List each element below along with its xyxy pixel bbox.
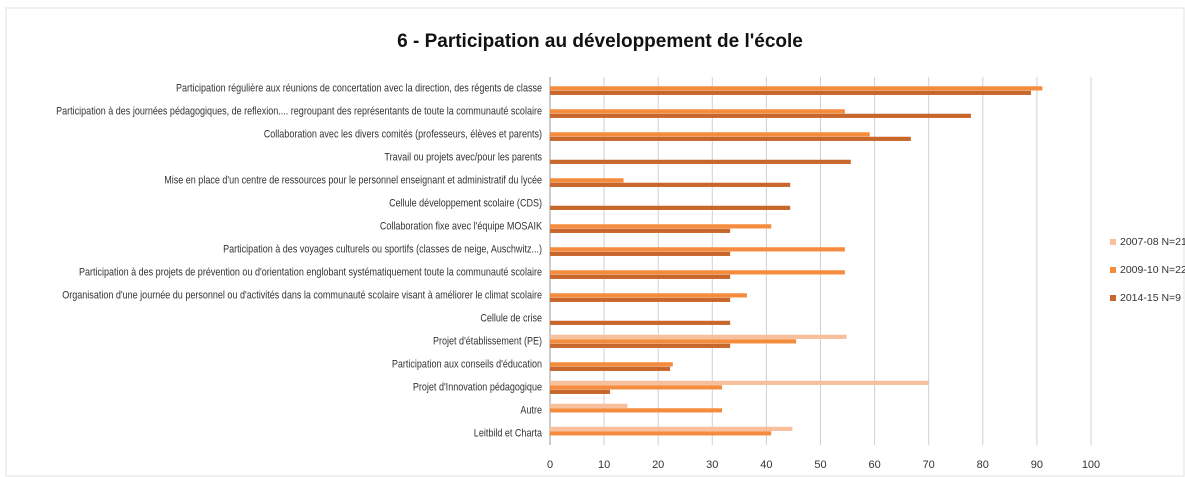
bar bbox=[550, 113, 971, 118]
bar bbox=[550, 426, 793, 431]
legend-swatch bbox=[1110, 295, 1116, 301]
bar bbox=[550, 136, 911, 141]
bar bbox=[550, 366, 671, 371]
y-tick-label: Participation régulière aux réunions de … bbox=[176, 82, 542, 94]
x-tick-label: 30 bbox=[706, 459, 718, 471]
bar bbox=[550, 90, 1031, 95]
x-tick-label: 70 bbox=[923, 459, 935, 471]
y-tick-label: Leitbild et Charta bbox=[474, 427, 543, 439]
bar bbox=[550, 362, 673, 367]
chart-title: 6 - Participation au développement de l'… bbox=[397, 31, 803, 52]
legend-swatch bbox=[1110, 267, 1116, 273]
legend-swatch bbox=[1110, 239, 1116, 245]
y-tick-label: Collaboration avec les divers comités (p… bbox=[264, 128, 542, 140]
x-tick-label: 100 bbox=[1082, 459, 1100, 471]
y-tick-label: Cellule de crise bbox=[480, 312, 542, 324]
x-tick-label: 60 bbox=[868, 459, 880, 471]
y-tick-label: Collaboration fixe avec l'équipe MOSAIK bbox=[380, 220, 543, 232]
x-tick-label: 80 bbox=[977, 459, 989, 471]
bar bbox=[550, 339, 797, 344]
y-tick-label: Participation à des projets de préventio… bbox=[79, 266, 542, 278]
bar bbox=[550, 159, 851, 164]
x-tick-label: 90 bbox=[1031, 459, 1043, 471]
bar bbox=[550, 182, 791, 187]
bar bbox=[550, 224, 772, 229]
bar bbox=[550, 109, 845, 114]
y-tick-label: Organisation d'une journée du personnel … bbox=[62, 289, 542, 301]
bar bbox=[550, 320, 731, 325]
y-tick-label: Autre bbox=[520, 404, 542, 416]
y-tick-label: Projet d'Innovation pédagogique bbox=[413, 381, 542, 393]
bar bbox=[550, 380, 929, 385]
x-tick-label: 40 bbox=[760, 459, 772, 471]
y-tick-label: Projet d'établissement (PE) bbox=[433, 335, 542, 347]
y-tick-label: Participation aux conseils d'éducation bbox=[392, 358, 542, 370]
bar bbox=[550, 385, 723, 390]
chart-frame bbox=[5, 7, 1185, 477]
bar bbox=[550, 247, 845, 252]
legend-label: 2009-10 N=22 bbox=[1120, 264, 1185, 276]
y-tick-label: Travail ou projets avec/pour les parents bbox=[384, 151, 542, 163]
bar bbox=[550, 205, 791, 210]
bar bbox=[550, 343, 731, 348]
bar bbox=[550, 132, 870, 137]
bar bbox=[550, 334, 847, 339]
bar bbox=[550, 431, 772, 436]
y-tick-label: Cellule développement scolaire (CDS) bbox=[389, 197, 542, 209]
bar bbox=[550, 274, 731, 279]
x-tick-label: 20 bbox=[652, 459, 664, 471]
bar bbox=[550, 403, 628, 408]
bar bbox=[550, 251, 731, 256]
x-tick-label: 50 bbox=[814, 459, 826, 471]
y-tick-label: Participation à des voyages culturels ou… bbox=[223, 243, 542, 255]
bar bbox=[550, 270, 845, 275]
bar bbox=[550, 297, 731, 302]
bar bbox=[550, 408, 723, 413]
bar bbox=[550, 86, 1043, 91]
x-tick-label: 0 bbox=[547, 459, 553, 471]
y-tick-label: Participation à des journées pédagogique… bbox=[56, 105, 542, 117]
bar bbox=[550, 178, 624, 183]
bar bbox=[550, 228, 731, 233]
legend-label: 2007-08 N=21 bbox=[1120, 236, 1185, 248]
legend-label: 2014-15 N=9 bbox=[1120, 292, 1181, 304]
x-tick-label: 10 bbox=[598, 459, 610, 471]
y-tick-label: Mise en place d'un centre de ressources … bbox=[164, 174, 542, 186]
bar bbox=[550, 389, 611, 394]
bar bbox=[550, 293, 747, 298]
